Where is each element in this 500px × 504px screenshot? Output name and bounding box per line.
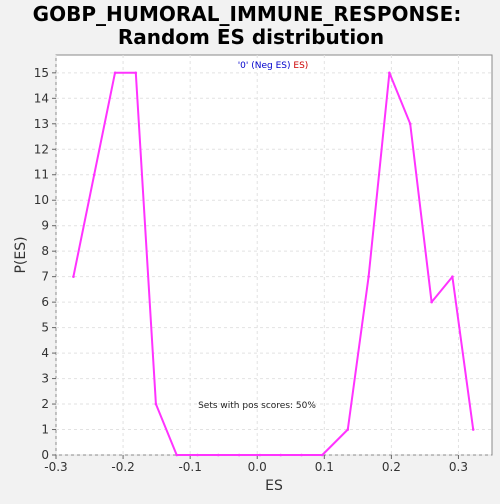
data-point xyxy=(346,428,350,431)
y-tick-label: 12 xyxy=(34,142,49,156)
data-point xyxy=(388,71,391,75)
data-point xyxy=(134,71,138,75)
legend-part-neg: '0' (Neg ES) xyxy=(238,61,291,71)
data-point xyxy=(471,428,475,431)
y-tick-label: 6 xyxy=(41,295,49,309)
data-point xyxy=(367,275,370,278)
legend-part-es: ES) xyxy=(291,61,309,71)
data-point xyxy=(113,71,117,75)
pos-scores-annotation: Sets with pos scores: 50% xyxy=(198,401,316,411)
x-tick-label: -0.3 xyxy=(44,460,67,474)
data-point xyxy=(154,402,158,406)
grid xyxy=(55,55,492,456)
chart-title-line-2: Random ES distribution xyxy=(118,25,384,49)
data-point xyxy=(408,122,412,126)
x-axis-label: ES xyxy=(265,478,283,494)
x-tick-label: 0.1 xyxy=(315,460,334,474)
series-line xyxy=(72,71,475,456)
y-tick-label: 0 xyxy=(41,448,49,462)
data-point xyxy=(217,453,220,457)
y-axis-label: P(ES) xyxy=(13,236,29,273)
chart-title-line-1: GOBP_HUMORAL_IMMUNE_RESPONSE: xyxy=(33,2,462,26)
data-point xyxy=(72,275,75,278)
x-tick-label: 0.0 xyxy=(248,460,267,474)
y-tick-label: 10 xyxy=(34,193,49,207)
y-tick-label: 15 xyxy=(34,66,49,80)
data-point xyxy=(258,453,262,457)
plot-area xyxy=(55,54,493,456)
x-tick-label: -0.1 xyxy=(178,460,201,474)
series-layer xyxy=(72,71,475,457)
y-tick-label: 11 xyxy=(34,168,49,182)
y-tick-label: 9 xyxy=(41,219,49,233)
y-tick-label: 2 xyxy=(41,397,49,411)
data-point xyxy=(320,453,324,457)
data-point xyxy=(300,453,303,457)
data-point xyxy=(279,453,283,457)
data-point xyxy=(430,300,433,304)
y-tick-label: 4 xyxy=(41,346,49,360)
data-point xyxy=(237,453,241,457)
legend: '0' (Neg ES) ES) xyxy=(238,61,309,71)
y-tick-label: 13 xyxy=(34,117,49,131)
x-tick-label: 0.2 xyxy=(382,460,401,474)
data-point xyxy=(196,453,199,457)
y-tick-label: 5 xyxy=(41,321,49,335)
data-point xyxy=(175,453,179,457)
y-tick-label: 8 xyxy=(41,244,49,258)
y-tick-label: 7 xyxy=(41,270,49,284)
y-tick-label: 1 xyxy=(41,423,49,437)
data-point xyxy=(451,275,454,278)
y-tick-label: 14 xyxy=(34,91,49,105)
x-tick-label: 0.3 xyxy=(449,460,468,474)
y-tick-label: 3 xyxy=(41,372,49,386)
x-tick-label: -0.2 xyxy=(111,460,134,474)
data-point xyxy=(92,173,96,177)
